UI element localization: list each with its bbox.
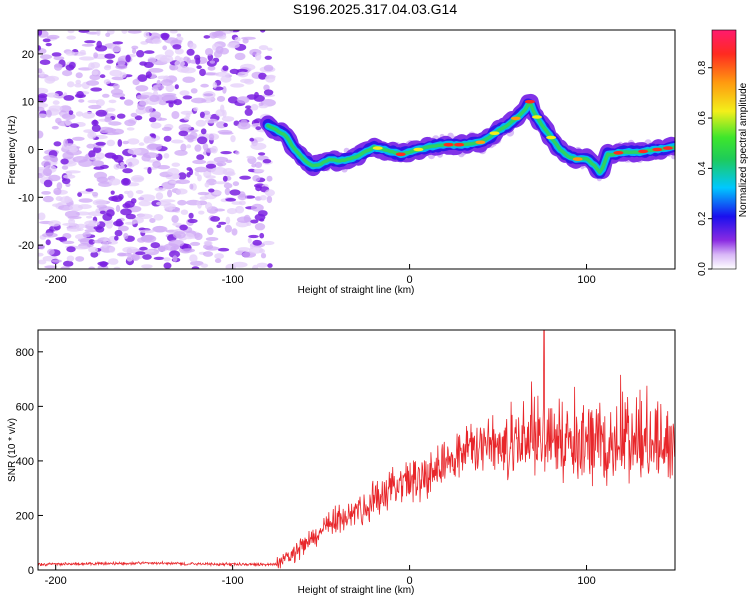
- chart-title: S196.2025.317.04.03.G14: [293, 1, 457, 17]
- spectrogram-signal-ridge: [260, 93, 675, 182]
- colorbar-tick-label: 0.2: [697, 211, 708, 225]
- spectrogram-x-tick-label: 100: [577, 274, 595, 286]
- snr-y-tick-label: 400: [16, 456, 34, 468]
- spectrogram-y-tick-label: -20: [18, 240, 34, 252]
- colorbar-ticks: 0.0 0.2 0.4 0.6 0.8: [697, 60, 712, 276]
- snr-x-tick-label: -100: [222, 575, 244, 587]
- snr-x-tick-label: 0: [407, 575, 413, 587]
- colorbar: [711, 29, 737, 270]
- spectrogram-x-tick-label: 0: [407, 274, 413, 286]
- spectrogram-y-label: Frequency (Hz): [7, 116, 18, 185]
- snr-plot-frame: [37, 329, 676, 571]
- snr-x-tick-label: -200: [45, 575, 67, 587]
- snr-y-tick-label: 200: [16, 510, 34, 522]
- snr-y-label: SNR (10 * v/v): [7, 418, 18, 482]
- spectrogram-x-label: Height of straight line (km): [298, 285, 415, 296]
- spectrogram-noise-cloud: [38, 30, 277, 269]
- colorbar-tick-label: 0.6: [697, 111, 708, 125]
- snr-line: [38, 330, 675, 569]
- spectrogram-y-tick-label: 10: [22, 97, 34, 109]
- snr-x-tick-label: 100: [577, 575, 595, 587]
- snr-y-tick-label: 600: [16, 401, 34, 413]
- spectrogram-y-tick-label: 20: [22, 49, 34, 61]
- colorbar-tick-label: 0.8: [697, 60, 708, 74]
- snr-x-label: Height of straight line (km): [298, 585, 415, 596]
- spectrogram-y-tick-label: -10: [18, 192, 34, 204]
- snr-ticks: -200 -100 0 100 0 200 400 600 800: [16, 347, 596, 587]
- spectrogram-y-tick-label: 0: [28, 145, 34, 157]
- colorbar-tick-label: 0.4: [697, 161, 708, 175]
- snr-series-line: [38, 330, 675, 569]
- snr-y-tick-label: 800: [16, 347, 34, 359]
- colorbar-tick-label: 0.0: [697, 262, 708, 276]
- colorbar-label: Normalized spectral amplitude: [738, 82, 749, 217]
- spectrogram-x-tick-label: -200: [45, 274, 67, 286]
- spectrogram-x-tick-label: -100: [222, 274, 244, 286]
- snr-y-tick-label: 0: [28, 565, 34, 577]
